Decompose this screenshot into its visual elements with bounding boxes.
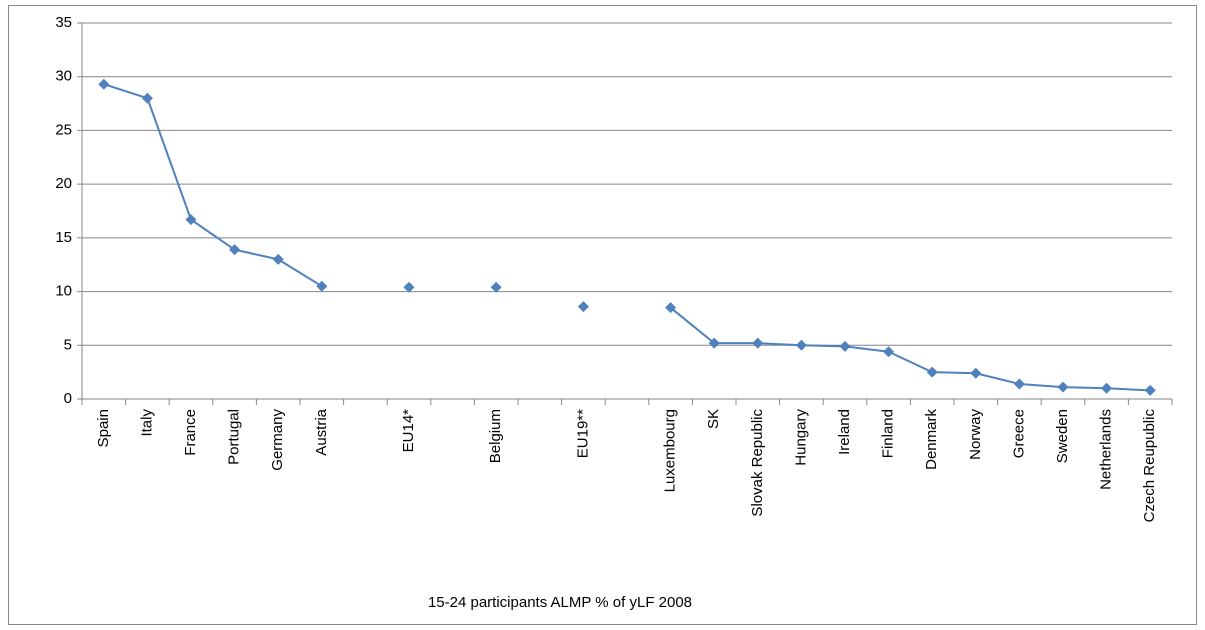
x-tick-label: Austria xyxy=(313,408,330,455)
x-tick-label: Denmark xyxy=(923,409,940,470)
x-tick-label: Luxembourg xyxy=(662,409,679,492)
marker xyxy=(98,78,110,90)
y-tick-label: 25 xyxy=(55,121,72,138)
marker xyxy=(1144,384,1156,396)
marker xyxy=(795,339,807,351)
marker xyxy=(1057,381,1069,393)
x-tick-label: Portugal xyxy=(226,409,243,465)
y-tick-label: 0 xyxy=(64,390,72,407)
marker xyxy=(883,346,895,358)
x-tick-label: Norway xyxy=(967,409,984,460)
x-tick-label: Czech Reupublic xyxy=(1141,409,1158,523)
y-tick-label: 10 xyxy=(55,283,72,300)
x-tick-label: Ireland xyxy=(836,409,853,455)
marker xyxy=(577,301,589,313)
marker xyxy=(403,281,415,293)
x-tick-label: Sweden xyxy=(1054,409,1071,463)
x-tick-label: Netherlands xyxy=(1098,409,1115,490)
x-tick-label: Belgium xyxy=(487,409,504,463)
y-tick-label: 15 xyxy=(55,229,72,246)
y-tick-label: 20 xyxy=(55,175,72,192)
series-line xyxy=(103,83,1151,392)
x-tick-label: Slovak Republic xyxy=(749,409,766,517)
marker xyxy=(141,92,153,104)
marker xyxy=(316,280,328,292)
x-tick-label: EU19** xyxy=(574,409,591,458)
y-tick-label: 35 xyxy=(55,14,72,31)
y-tick-label: 5 xyxy=(64,336,72,353)
marker xyxy=(926,366,938,378)
marker xyxy=(185,214,197,226)
marker xyxy=(1013,378,1025,390)
x-tick-label: SK xyxy=(705,409,722,429)
marker xyxy=(665,302,677,314)
x-tick-label: Greece xyxy=(1010,409,1027,458)
x-tick-label: Italy xyxy=(138,409,155,437)
y-tick-label: 30 xyxy=(55,68,72,85)
marker xyxy=(490,281,502,293)
x-tick-label: France xyxy=(182,409,199,456)
chart-border xyxy=(8,5,1197,625)
x-tick-label: Spain xyxy=(95,409,112,447)
marker xyxy=(272,253,284,265)
marker xyxy=(839,340,851,352)
marker xyxy=(752,337,764,349)
marker xyxy=(970,367,982,379)
x-tick-label: EU14* xyxy=(400,409,417,453)
x-tick-label: Germany xyxy=(269,409,286,471)
x-tick-label: Hungary xyxy=(792,409,809,466)
x-tick-label: Finland xyxy=(880,409,897,458)
x-axis-title: 15-24 participants ALMP % of yLF 2008 xyxy=(428,594,692,611)
marker xyxy=(229,244,241,256)
marker xyxy=(708,337,720,349)
marker xyxy=(1101,382,1113,394)
